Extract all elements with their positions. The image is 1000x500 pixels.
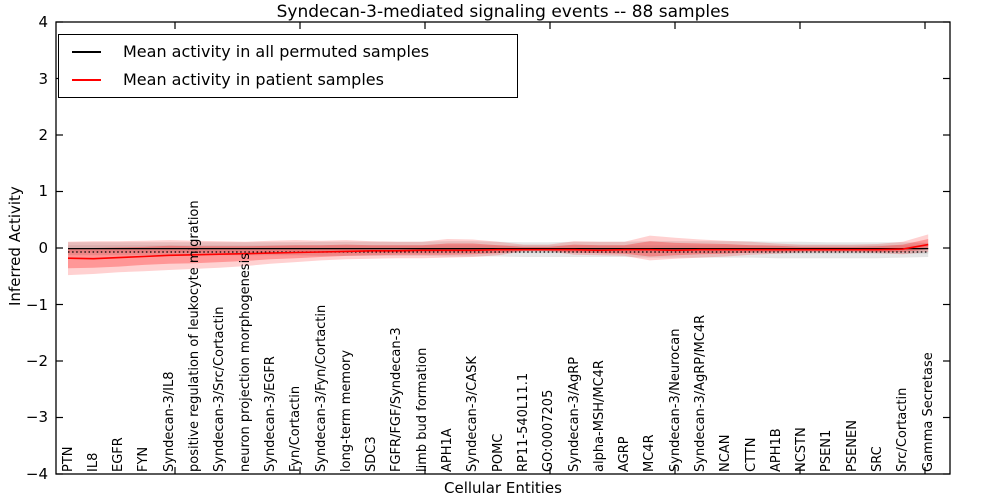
xtick-label: APH1A	[440, 428, 455, 472]
ytick-label: −1	[25, 296, 48, 314]
ytick-label: 4	[38, 13, 48, 31]
xtick-label: SDC3	[364, 436, 379, 472]
ytick-label: 1	[38, 182, 48, 200]
xtick-label: GO:0007205	[541, 389, 556, 472]
xtick-label: Syndecan-3/AgRP	[567, 356, 582, 472]
xtick-label: IL8	[86, 452, 101, 472]
patient-line-sample	[72, 78, 101, 81]
xtick-label: positive regulation of leukocyte migrati…	[187, 200, 202, 472]
chart-title: Syndecan-3-mediated signaling events -- …	[276, 2, 730, 22]
xtick-label: Fyn/Cortactin	[288, 385, 303, 472]
xtick-label: long-term memory	[339, 349, 354, 472]
x-axis-label: Cellular Entities	[444, 479, 562, 497]
legend-item-label: Mean activity in all permuted samples	[123, 42, 430, 62]
xtick-label: Src/Cortactin	[895, 387, 910, 472]
xtick-label: FGFR/FGF/Syndecan-3	[389, 327, 404, 472]
legend-item: Mean activity in patient samples	[59, 70, 517, 90]
patient-mean-line	[67, 243, 929, 260]
xtick-label: Syndecan-3/Fyn/Cortactin	[314, 304, 329, 472]
xtick-label: Syndecan-3/IL8	[162, 371, 177, 472]
legend-item-label: Mean activity in patient samples	[123, 69, 384, 89]
legend: Mean activity in all permuted samples Me…	[58, 34, 518, 98]
xtick-label: Gamma Secretase	[921, 352, 936, 472]
ytick-label: 3	[38, 70, 48, 88]
xtick-label: PTN	[61, 446, 76, 472]
xtick-label: AGRP	[617, 436, 632, 472]
xtick-label: Syndecan-3/AgRP/MC4R	[693, 314, 708, 472]
xtick-label: POMC	[491, 433, 506, 472]
ytick-label: −4	[25, 465, 48, 483]
ytick-label: 0	[38, 239, 48, 257]
xtick-label: SRC	[870, 446, 885, 472]
xtick-label: Syndecan-3/Src/Cortactin	[212, 306, 227, 472]
xtick-label: CTTN	[744, 437, 759, 472]
xtick-label: neuron projection morphogenesis	[238, 253, 253, 472]
legend-item: Mean activity in all permuted samples	[59, 42, 517, 62]
xtick-label: NCSTN	[794, 427, 809, 472]
ytick-label: 2	[38, 126, 48, 144]
permuted-line-sample	[72, 51, 101, 54]
xtick-label: NCAN	[718, 434, 733, 472]
patient-band-outer	[68, 234, 929, 276]
xtick-label: FYN	[136, 446, 151, 472]
ytick-label: −3	[25, 408, 48, 426]
xtick-label: Syndecan-3/Neurocan	[668, 328, 683, 472]
xtick-label: limb bud formation	[415, 347, 430, 472]
xtick-label: RP11-540L11.1	[516, 372, 531, 472]
xtick-label: Syndecan-3/CASK	[465, 356, 480, 472]
xtick-label: PSENEN	[845, 420, 860, 472]
xtick-label: MC4R	[642, 434, 657, 472]
patient-band-inner	[68, 239, 929, 269]
xtick-label: APH1B	[769, 428, 784, 472]
ytick-label: −2	[25, 352, 48, 370]
xtick-label: EGFR	[111, 437, 126, 472]
xtick-label: PSEN1	[819, 429, 834, 472]
xtick-label: alpha-MSH/MC4R	[592, 360, 607, 472]
xtick-label: Syndecan-3/EGFR	[263, 356, 278, 472]
